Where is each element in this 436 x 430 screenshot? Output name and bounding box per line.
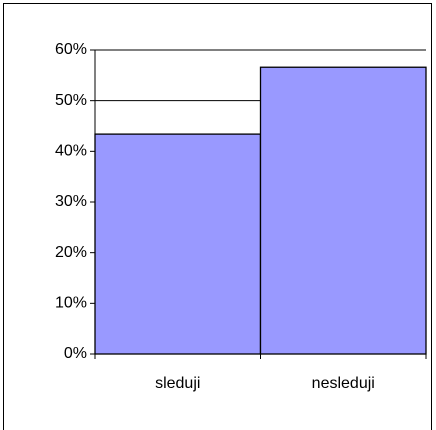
x-tick-label: nesleduji <box>312 375 375 392</box>
bar <box>259 66 427 355</box>
y-tick-label: 40% <box>55 143 87 160</box>
y-tick-label: 60% <box>55 41 87 58</box>
y-tick-label: 20% <box>55 244 87 261</box>
y-tick-label: 0% <box>64 345 87 362</box>
y-tick-label: 10% <box>55 295 87 312</box>
y-tick-label: 30% <box>55 193 87 210</box>
bar <box>94 133 262 355</box>
x-tick-label: sleduji <box>155 375 200 392</box>
y-tick-label: 50% <box>55 92 87 109</box>
